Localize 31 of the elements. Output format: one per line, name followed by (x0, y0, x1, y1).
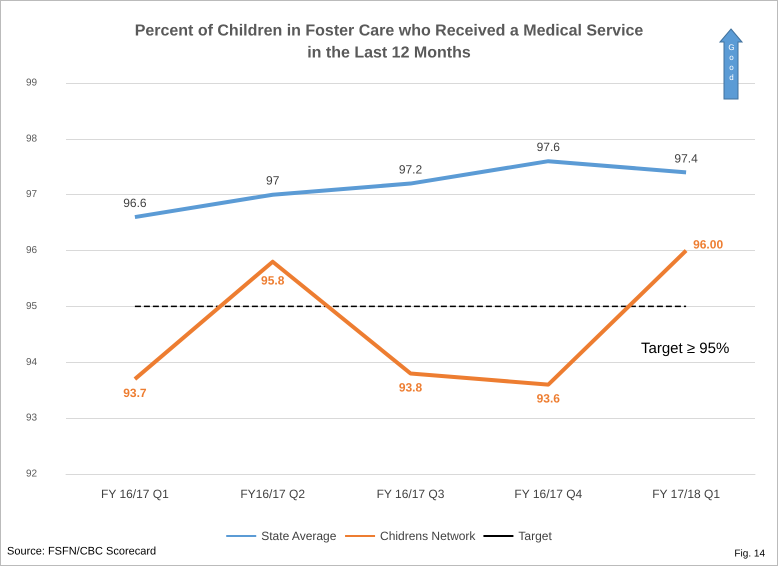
y-tick-label: 96 (26, 245, 38, 256)
data-label: 96.6 (123, 196, 147, 210)
x-tick-label: FY 16/17 Q1 (100, 487, 170, 501)
legend-label: Target (518, 529, 552, 543)
data-label: 93.8 (398, 380, 422, 394)
caption: Fig. 14 (734, 548, 766, 560)
data-label: 93.6 (536, 392, 560, 406)
data-label: 96.00 (693, 238, 724, 252)
y-tick-label: 93 (26, 412, 38, 424)
data-label: 93.7 (123, 386, 147, 400)
data-label: 97.4 (674, 151, 698, 166)
y-tick-label: 95 (26, 300, 38, 312)
annotation: Target ≥ 95% (641, 340, 730, 357)
y-tick-label: 92 (26, 468, 38, 480)
text: Good (726, 43, 736, 83)
x-tick-label: FY16/17 Q2 (240, 487, 306, 501)
y-tick-label: 98 (26, 133, 38, 144)
data-label: 97.6 (536, 140, 560, 154)
source-note: Source: FSFN/CBC Scorecard (7, 546, 156, 558)
chart-title: Percent of Children in Foster Care who Received a Medical Service in the Last 12 Months (134, 22, 644, 62)
data-label: 95.8 (261, 274, 285, 288)
legend-label: Chidrens Network (380, 529, 476, 543)
x-tick-label: FY 16/17 Q4 (514, 487, 583, 501)
y-tick-label: 99 (26, 78, 38, 88)
data-label: 97.2 (398, 162, 422, 177)
x-tick-label: FY 16/17 Q3 (376, 487, 445, 501)
y-tick-label: 94 (26, 356, 38, 368)
x-tick-label: FY 17/18 Q1 (652, 487, 720, 501)
data-label: 97 (266, 174, 280, 188)
y-tick-label: 97 (26, 189, 38, 200)
legend-label: State Average (261, 529, 337, 543)
